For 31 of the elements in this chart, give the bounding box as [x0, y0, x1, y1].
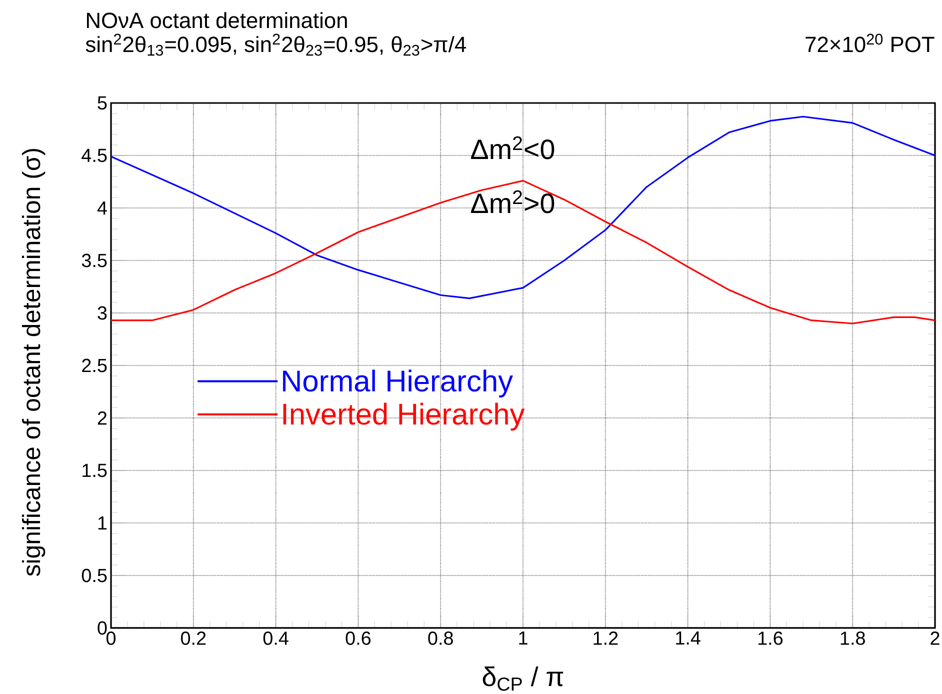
x-tick-label: 2: [930, 632, 940, 645]
y-tick-label: 3: [98, 306, 107, 320]
y-tick-label: 2: [98, 411, 107, 425]
annotation: Δm$^{2}$<0: [471, 136, 554, 160]
y-tick-label: 0: [98, 621, 107, 635]
text: sin$^{2}$2θ$_{13}$=0.095, sin$^{2}$2θ$_{23}$=0.95, θ$_{23}$>π/4: [86, 34, 466, 56]
y-tick-label: 0.5: [82, 568, 107, 582]
y-tick-label: 2.5: [82, 358, 107, 372]
x-tick-label: 1.4: [676, 632, 700, 645]
x-tick-label: 1.2: [594, 632, 618, 645]
x-tick-label: 0.4: [263, 632, 288, 645]
y-tick-label: 3.5: [82, 254, 107, 268]
y-tick-label: 1: [98, 516, 107, 530]
x-tick-label: 1.8: [840, 632, 865, 645]
x-tick-label: 1: [519, 632, 528, 645]
x-tick-label: 0: [106, 632, 116, 645]
legend-label: Normal Hierarchy: [283, 370, 513, 398]
y-tick-label: 1.5: [82, 464, 107, 478]
x-axis-title: δ$_{CP}$ / π: [482, 666, 564, 691]
x-tick-label: 0.2: [180, 632, 206, 645]
legend-label: Inverted Hierarchy: [283, 402, 525, 431]
y-tick-label: 4.5: [82, 148, 107, 162]
x-tick-label: 0.8: [428, 632, 453, 645]
y-tick-label: 5: [98, 96, 107, 110]
text: 72×10$^{20}$ POT: [806, 34, 934, 52]
y-axis-title: significance of octant determination (σ): [22, 148, 46, 576]
x-tick-label: 0.6: [346, 632, 371, 645]
y-tick-label: 4: [97, 201, 107, 214]
chart-title: NOνA octant determination: [87, 12, 347, 28]
x-tick-label: 1.6: [758, 632, 783, 645]
annotation: Δm$^{2}$>0: [471, 190, 554, 214]
